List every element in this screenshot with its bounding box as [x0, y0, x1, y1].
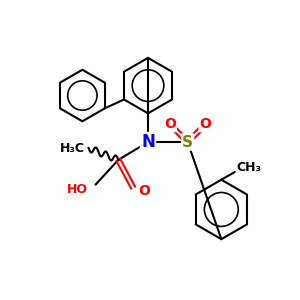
Text: S: S	[182, 135, 193, 150]
Text: HO: HO	[67, 183, 88, 196]
Text: H₃C: H₃C	[60, 142, 85, 154]
Text: O: O	[164, 117, 176, 131]
Text: N: N	[141, 133, 155, 151]
Text: O: O	[138, 184, 150, 198]
Text: O: O	[200, 117, 211, 131]
Text: CH₃: CH₃	[237, 161, 262, 174]
